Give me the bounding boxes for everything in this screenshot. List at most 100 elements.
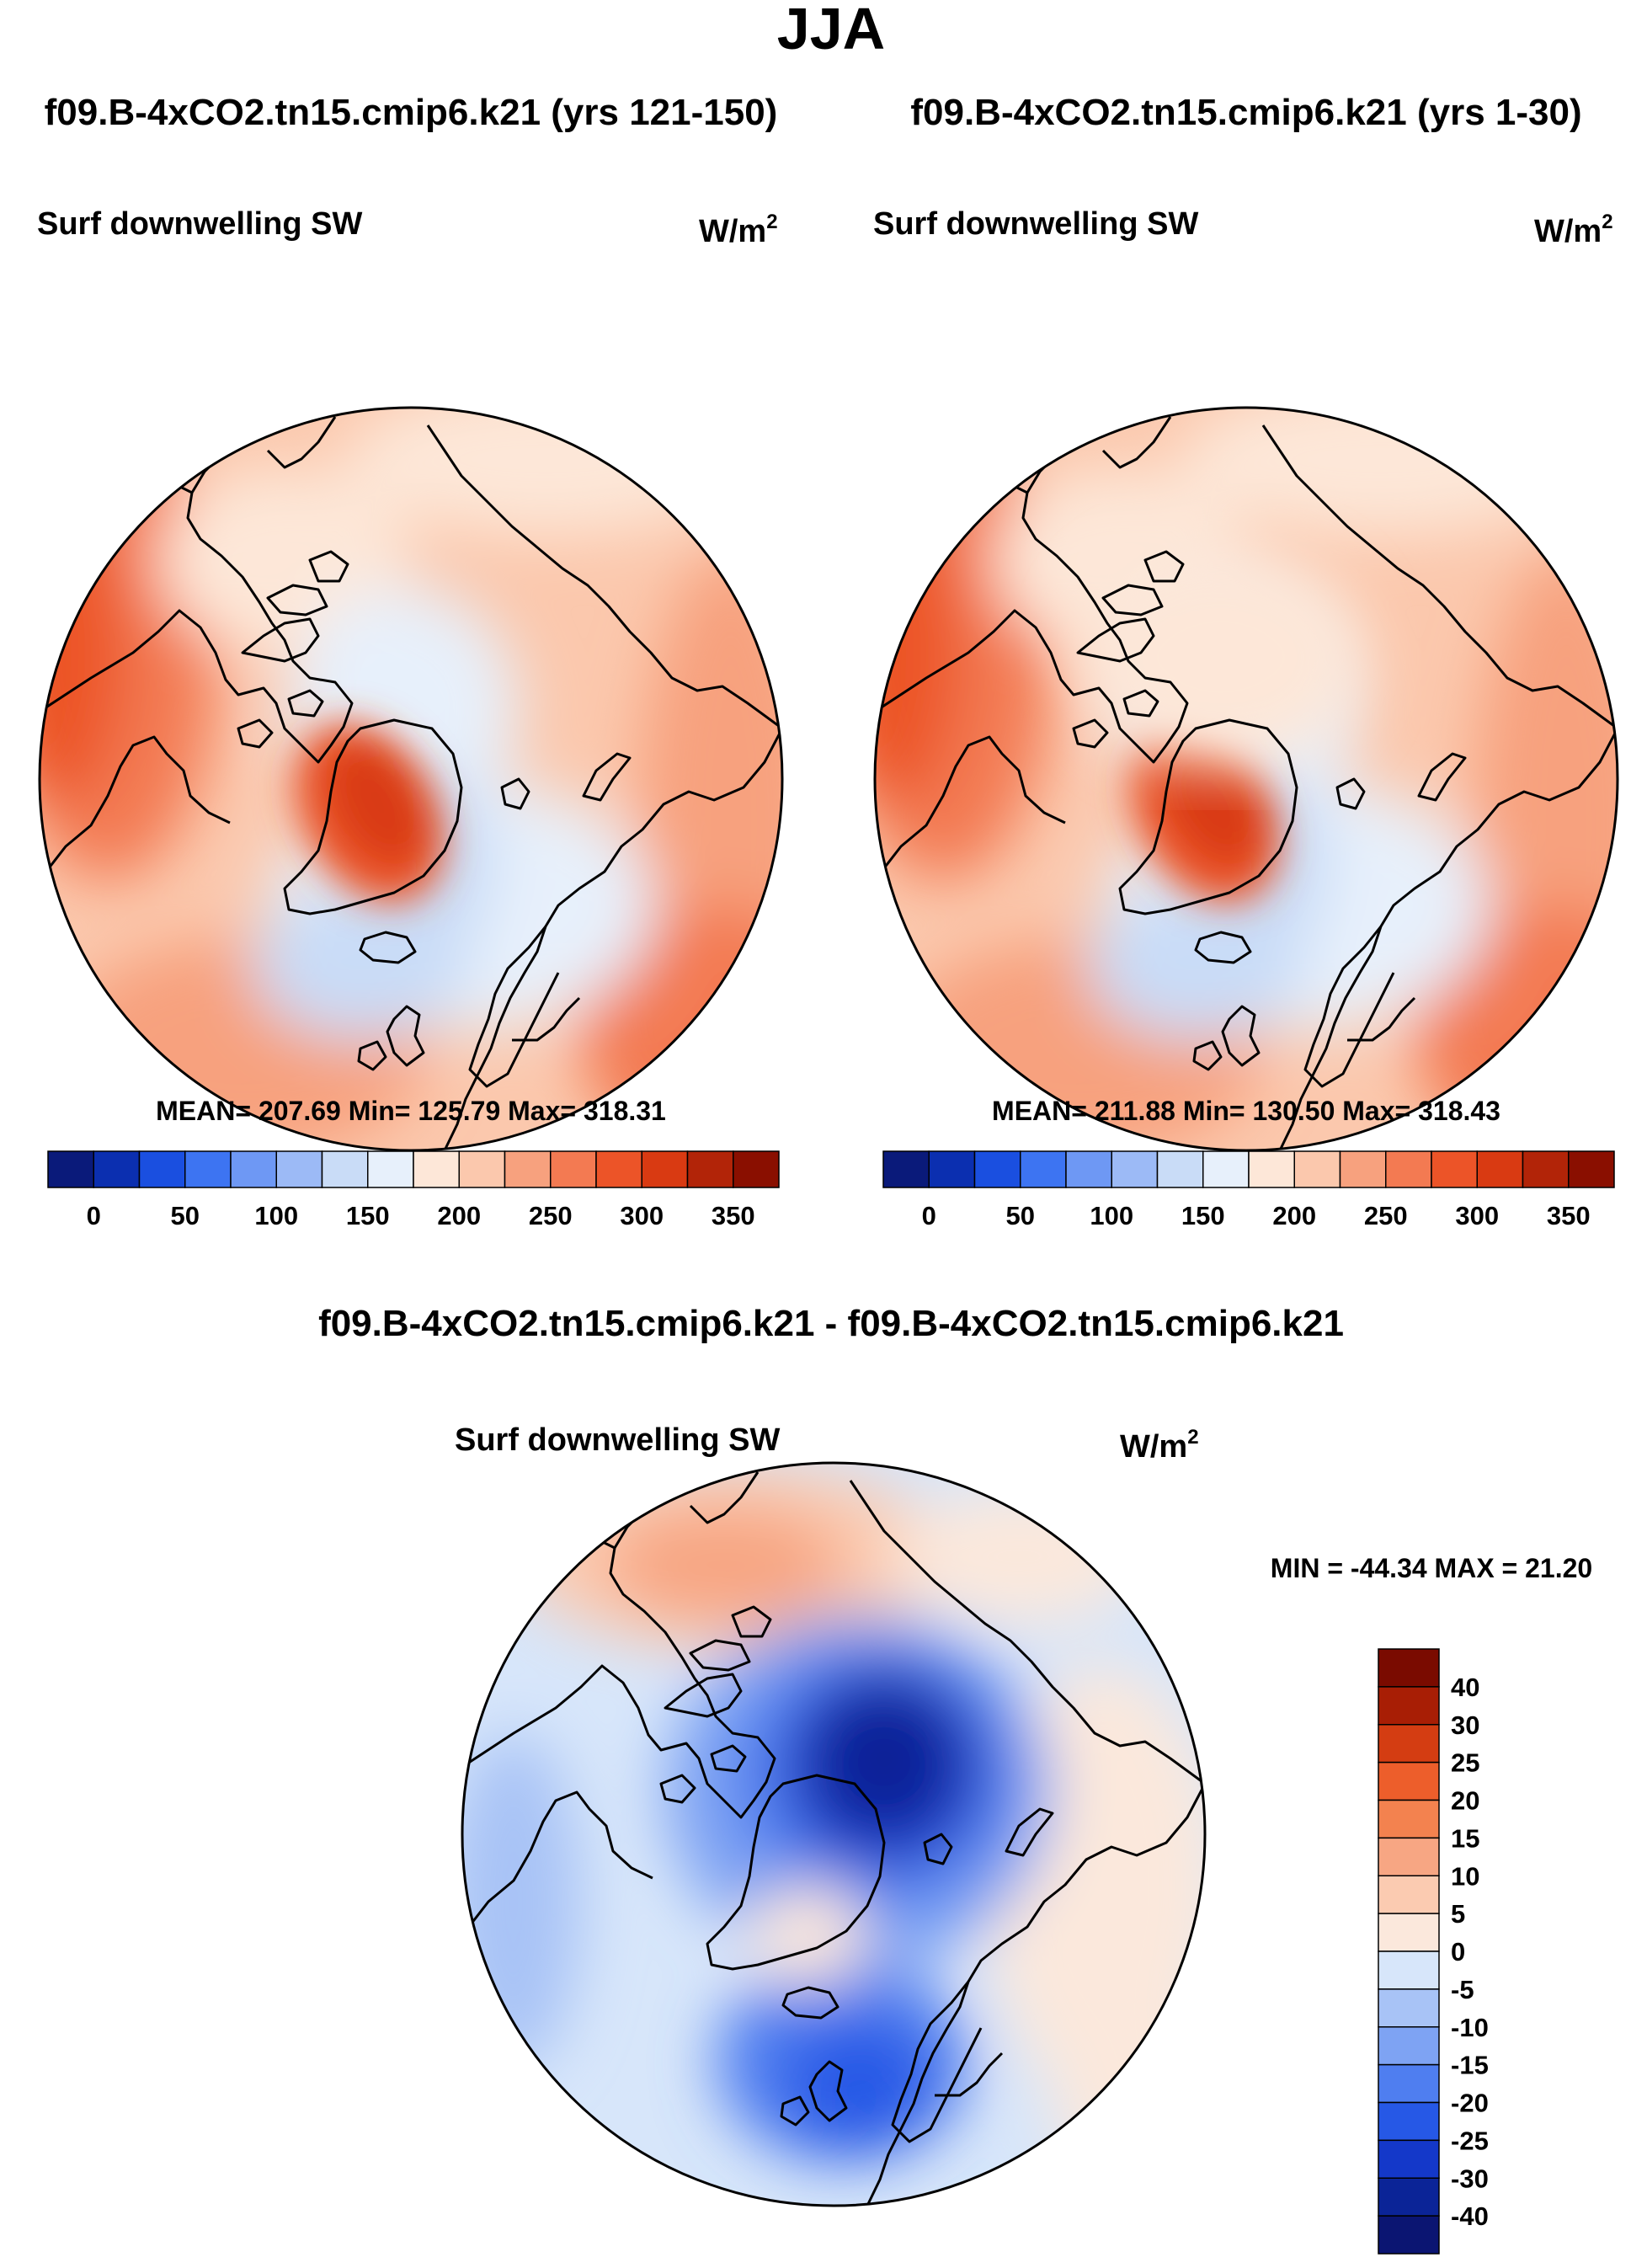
diff-units-base: W/m xyxy=(1120,1429,1187,1465)
panel-2-colorbar-swatch xyxy=(1431,1150,1478,1188)
figure-title: JJA xyxy=(777,0,885,61)
panel-1-stats: MEAN= 207.69 Min= 125.79 Max= 318.31 xyxy=(156,1096,666,1126)
panel-2-colorbar-tick-label: 250 xyxy=(1364,1201,1408,1230)
diff-colorbar: 40 30 25 20 15 10 5 0 -5 -10 -15 -20 -25 -30 -40 xyxy=(1378,1648,1489,2255)
panel-2-case-title: f09.B-4xCO2.tn15.cmip6.k21 (yrs 1-30) xyxy=(910,92,1581,133)
panel-2-colorbar-tick-label: 300 xyxy=(1455,1201,1499,1230)
diff-colorbar-swatch xyxy=(1378,1950,1440,1990)
diff-colorbar-tick-label: 10 xyxy=(1451,1861,1479,1891)
panel-1-colorbar-tick-label: 350 xyxy=(712,1201,755,1230)
diff-colorbar-swatch xyxy=(1378,2063,1440,2104)
diff-colorbar-tick-label: -5 xyxy=(1451,1975,1474,2004)
diff-colorbar-swatch xyxy=(1378,1837,1440,1876)
diff-units: W/m2 xyxy=(1120,1426,1199,1465)
diff-colorbar-swatch xyxy=(1378,1913,1440,1952)
diff-colorbar-tick-label: 5 xyxy=(1451,1899,1465,1929)
panel-1-colorbar-swatch xyxy=(367,1150,414,1188)
panel-2-colorbar-swatch xyxy=(882,1150,930,1188)
diff-colorbar-swatch xyxy=(1378,2177,1440,2217)
panel-1-colorbar-tick-label: 0 xyxy=(87,1201,101,1230)
diff-colorbar-swatch xyxy=(1378,2215,1440,2255)
diff-map-border xyxy=(461,1461,1207,2207)
diff-colorbar-tick-label: 25 xyxy=(1451,1748,1479,1778)
diff-colorbar-swatch xyxy=(1378,1875,1440,1914)
diff-polar-map xyxy=(462,1447,1205,2206)
panel-2-colorbar-swatch xyxy=(928,1150,976,1188)
diff-colorbar-swatch xyxy=(1378,1761,1440,1801)
panel-2-colorbar-swatch xyxy=(973,1150,1021,1188)
panel-1-colorbar-swatch xyxy=(47,1150,94,1188)
diff-colorbar-swatch xyxy=(1378,1988,1440,2028)
panel-2-polar-map xyxy=(875,383,1618,1150)
panel-1-units-base: W/m xyxy=(699,214,766,249)
panel-1-case-title: f09.B-4xCO2.tn15.cmip6.k21 (yrs 121-150) xyxy=(45,92,778,133)
diff-variable: Surf downwelling SW xyxy=(455,1422,780,1458)
panel-2-colorbar: 0 50 100 150 200 250 300 350 xyxy=(882,1150,1615,1230)
panel-2-colorbar-swatch xyxy=(1522,1150,1570,1188)
panel-1-colorbar-swatch xyxy=(504,1150,552,1188)
diff-colorbar-tick-label: 15 xyxy=(1451,1823,1479,1853)
panel-years-121-150: f09.B-4xCO2.tn15.cmip6.k21 (yrs 121-150)… xyxy=(37,92,784,1230)
panel-1-colorbar-tick-label: 200 xyxy=(437,1201,481,1230)
panel-2-colorbar-swatch xyxy=(1156,1150,1204,1188)
panel-2-colorbar-tick-label: 50 xyxy=(1006,1201,1035,1230)
panel-years-1-30: f09.B-4xCO2.tn15.cmip6.k21 (yrs 1-30) Su… xyxy=(873,92,1619,1230)
panel-1-colorbar-swatch xyxy=(184,1150,232,1188)
diff-colorbar-tick-label: -30 xyxy=(1451,2164,1489,2193)
diff-colorbar-swatch xyxy=(1378,1648,1440,1688)
diff-units-exp: 2 xyxy=(1187,1426,1198,1449)
panel-1-colorbar-tick-label: 150 xyxy=(346,1201,390,1230)
panel-2-colorbar-tick-label: 150 xyxy=(1181,1201,1225,1230)
panel-2-variable: Surf downwelling SW xyxy=(873,206,1198,242)
panel-1-colorbar-swatch xyxy=(93,1150,141,1188)
panel-2-colorbar-tick-label: 100 xyxy=(1090,1201,1133,1230)
panel-2-units-exp: 2 xyxy=(1602,211,1612,233)
panel-2-colorbar-swatch xyxy=(1476,1150,1524,1188)
panel-1-colorbar-tick-label: 250 xyxy=(529,1201,573,1230)
panel-2-colorbar-swatch xyxy=(1111,1150,1159,1188)
panel-1-units: W/m2 xyxy=(699,211,778,249)
diff-colorbar-tick-label: 20 xyxy=(1451,1786,1479,1816)
panel-1-colorbar-swatch xyxy=(230,1150,277,1188)
panel-1-colorbar-tick-label: 100 xyxy=(254,1201,298,1230)
panel-1-polar-map xyxy=(40,383,782,1150)
panel-difference: f09.B-4xCO2.tn15.cmip6.k21 - f09.B-4xCO2… xyxy=(318,1303,1592,2255)
diff-colorbar-tick-label: -40 xyxy=(1451,2201,1489,2231)
panel-2-colorbar-tick-label: 0 xyxy=(922,1201,936,1230)
panel-1-colorbar-swatch xyxy=(686,1150,734,1188)
panel-2-colorbar-swatch xyxy=(1385,1150,1432,1188)
panel-1-variable: Surf downwelling SW xyxy=(37,206,362,242)
diff-colorbar-tick-label: 40 xyxy=(1451,1673,1479,1702)
panel-1-colorbar-swatch xyxy=(413,1150,460,1188)
panel-1-colorbar-swatch xyxy=(321,1150,369,1188)
diff-colorbar-swatch xyxy=(1378,1799,1440,1839)
panel-2-colorbar-swatch xyxy=(1568,1150,1615,1188)
panel-1-colorbar-swatch xyxy=(458,1150,506,1188)
panel-1-colorbar: 0 50 100 150 200 250 300 350 xyxy=(47,1150,780,1230)
panel-1-colorbar-swatch xyxy=(733,1150,780,1188)
panel-1-colorbar-swatch xyxy=(275,1150,323,1188)
diff-colorbar-swatch xyxy=(1378,1686,1440,1726)
diff-colorbar-tick-label: 30 xyxy=(1451,1710,1479,1740)
panel-2-map-border xyxy=(873,406,1619,1152)
panel-2-colorbar-swatch xyxy=(1248,1150,1295,1188)
diff-colorbar-tick-label: -20 xyxy=(1451,2089,1489,2118)
panel-2-colorbar-swatch xyxy=(1065,1150,1112,1188)
panel-1-units-exp: 2 xyxy=(766,211,777,233)
panel-2-colorbar-swatch xyxy=(1020,1150,1067,1188)
diff-case-title: f09.B-4xCO2.tn15.cmip6.k21 - f09.B-4xCO2… xyxy=(318,1303,1344,1344)
diff-colorbar-swatch xyxy=(1378,2139,1440,2179)
panel-2-colorbar-swatch xyxy=(1339,1150,1387,1188)
panel-2-colorbar-tick-label: 200 xyxy=(1272,1201,1316,1230)
diff-colorbar-tick-label: 0 xyxy=(1451,1937,1465,1966)
diff-colorbar-tick-label: -15 xyxy=(1451,2051,1489,2080)
diff-colorbar-swatch xyxy=(1378,2026,1440,2066)
panel-2-stats: MEAN= 211.88 Min= 130.50 Max= 318.43 xyxy=(992,1096,1500,1126)
diff-colorbar-tick-label: -10 xyxy=(1451,2013,1489,2042)
panel-2-units: W/m2 xyxy=(1534,211,1613,249)
panel-1-colorbar-tick-label: 300 xyxy=(620,1201,664,1230)
panel-2-colorbar-tick-label: 350 xyxy=(1547,1201,1591,1230)
panel-1-map-border xyxy=(38,406,784,1152)
panel-1-colorbar-swatch xyxy=(641,1150,689,1188)
